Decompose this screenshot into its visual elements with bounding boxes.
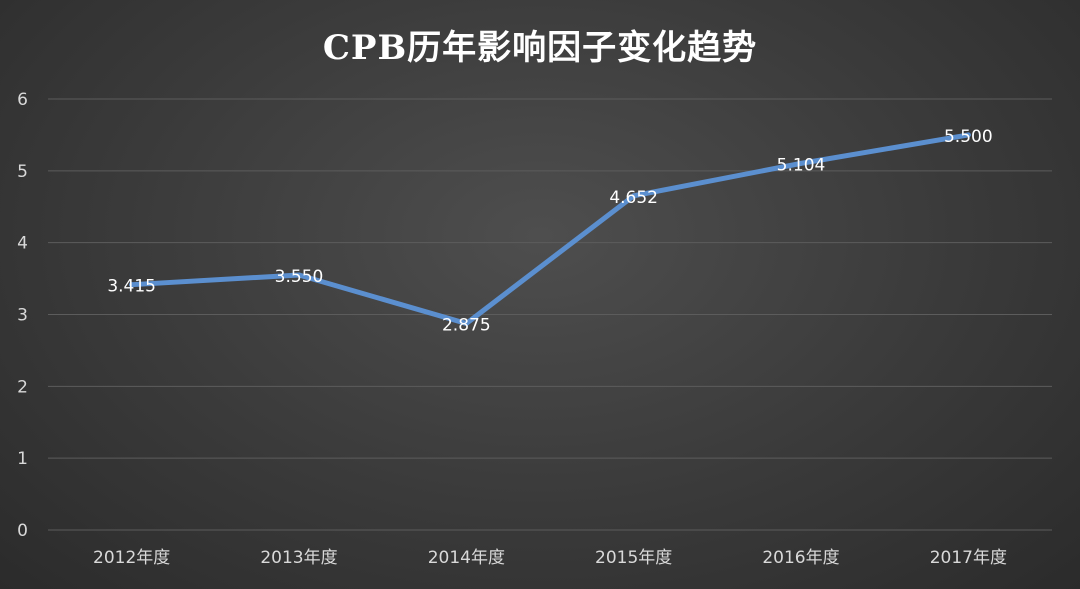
- data-point: [463, 320, 469, 326]
- data-label: 2.875: [442, 315, 491, 335]
- x-tick-label: 2012年度: [93, 548, 170, 568]
- data-point: [129, 282, 135, 288]
- data-label: 3.415: [107, 277, 156, 297]
- data-label: 5.500: [944, 127, 993, 147]
- data-point: [965, 132, 971, 138]
- y-tick-label: 1: [17, 449, 28, 469]
- x-tick-label: 2013年度: [260, 548, 337, 568]
- x-tick-label: 2015年度: [595, 548, 672, 568]
- x-tick-label: 2017年度: [930, 548, 1007, 568]
- data-label: 4.652: [609, 188, 658, 208]
- y-tick-label: 3: [17, 306, 28, 326]
- data-point: [296, 272, 302, 278]
- data-label: 3.550: [275, 267, 324, 287]
- x-tick-label: 2014年度: [428, 548, 505, 568]
- data-point: [631, 193, 637, 199]
- data-point: [798, 160, 804, 166]
- x-tick-label: 2016年度: [762, 548, 839, 568]
- y-tick-label: 2: [17, 377, 28, 397]
- y-tick-label: 6: [17, 90, 28, 110]
- y-tick-label: 4: [17, 234, 28, 254]
- chart-title: CPB历年影响因子变化趋势: [322, 28, 758, 68]
- data-label: 5.104: [777, 155, 826, 175]
- y-tick-label: 5: [17, 162, 28, 182]
- y-tick-label: 0: [17, 521, 28, 541]
- series-line: [129, 132, 971, 326]
